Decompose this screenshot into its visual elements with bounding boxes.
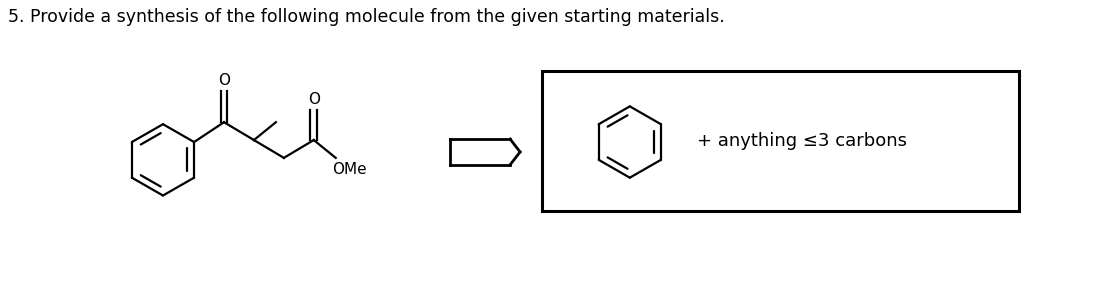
Bar bbox=[542, 71, 1019, 211]
Text: + anything ≤3 carbons: + anything ≤3 carbons bbox=[697, 132, 907, 150]
Text: 5. Provide a synthesis of the following molecule from the given starting materia: 5. Provide a synthesis of the following … bbox=[9, 8, 726, 26]
Text: O: O bbox=[218, 72, 230, 88]
Text: O: O bbox=[307, 92, 320, 107]
Text: OMe: OMe bbox=[332, 162, 366, 177]
